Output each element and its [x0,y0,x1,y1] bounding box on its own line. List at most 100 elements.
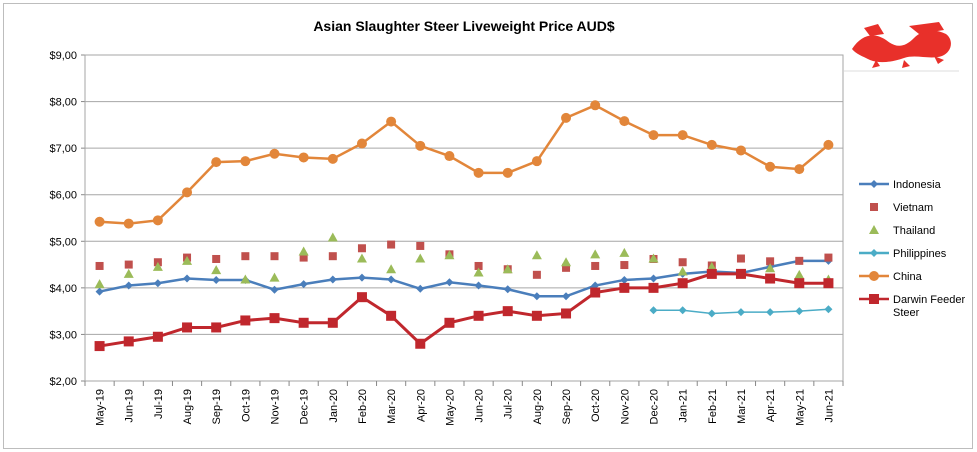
data-point [415,140,426,151]
series-line [99,259,829,298]
data-point [211,265,222,275]
x-tick-label: Jan-20 [328,389,340,423]
x-tick-label: Jul-19 [153,389,165,419]
data-point [240,156,251,167]
data-point [94,216,105,227]
data-point [736,254,745,263]
data-point [823,139,834,150]
data-point [531,310,542,321]
data-point [182,187,193,198]
x-tick-label: Dec-19 [299,389,311,424]
legend-item: Indonesia [859,179,942,191]
data-point [298,152,309,163]
data-point [706,139,717,150]
data-point [648,130,659,141]
y-tick-label: $4,00 [49,283,77,295]
data-point [531,250,542,260]
x-tick-label: Mar-20 [386,389,398,424]
data-point [153,279,162,288]
data-point [298,246,309,256]
x-tick-label: Jun-19 [124,389,136,423]
data-point [357,244,366,253]
x-tick-label: May-20 [444,389,456,426]
data-point [591,261,600,270]
data-point [415,338,426,349]
data-point [648,282,659,293]
data-point [619,116,630,127]
y-tick-label: $8,00 [49,97,77,109]
legend-label: China [893,271,923,283]
data-point [649,274,658,283]
x-tick-label: Aug-20 [532,389,544,424]
data-point [298,317,309,328]
legend-marker [870,203,878,211]
data-point [677,278,688,289]
data-point [240,274,251,284]
data-point [270,252,279,261]
x-tick-label: May-21 [794,389,806,426]
data-point [735,145,746,156]
data-point [562,292,571,301]
data-point [619,247,630,257]
data-point [241,252,250,261]
data-point [386,264,397,274]
data-point [678,306,687,315]
data-point [123,268,134,278]
data-point [357,273,366,282]
y-tick-label: $6,00 [49,190,77,202]
series-indonesia [95,256,833,301]
data-point [94,341,105,352]
data-point [444,151,455,162]
dragon-details [864,22,944,68]
data-point [824,253,833,262]
x-tick-label: Mar-21 [736,389,748,424]
legend-label: Indonesia [893,179,942,191]
data-point [474,261,483,270]
data-point [794,269,805,279]
data-point [502,167,513,178]
data-point [95,287,104,296]
data-point [327,153,338,164]
data-point [386,116,397,127]
data-point [94,279,105,289]
x-tick-label: Apr-20 [415,389,427,422]
data-point [678,258,687,267]
data-point [270,285,279,294]
legend-item: Philippines [859,248,947,260]
data-point [269,272,280,282]
series-darwin-feeder-steer [94,268,834,352]
data-point [356,138,367,149]
data-point [648,253,659,263]
legend-item: Vietnam [870,202,933,214]
data-point [677,130,688,141]
dragon-body [852,30,951,63]
data-point [356,292,367,303]
y-tick-label: $2,00 [49,376,77,388]
x-tick-label: Sep-20 [561,389,573,424]
data-point [387,240,396,249]
legend-marker [869,294,879,304]
data-point [736,308,745,317]
data-point [444,317,455,328]
data-point [677,266,688,276]
data-point [152,331,163,342]
data-point [794,278,805,289]
legend-marker [870,180,878,188]
data-point [735,268,746,279]
data-point [182,322,193,333]
x-tick-label: Nov-19 [270,389,282,424]
data-point [445,278,454,287]
data-point [474,281,483,290]
data-point [706,268,717,279]
data-point [795,307,804,316]
x-tick-label: Feb-20 [357,389,369,424]
data-point [620,275,629,284]
series-philippines [649,305,833,318]
data-point [211,157,222,168]
x-tick-label: Nov-20 [619,389,631,424]
data-point [182,255,193,265]
legend-marker [869,225,879,234]
data-point [152,261,163,271]
series-line [99,103,830,225]
